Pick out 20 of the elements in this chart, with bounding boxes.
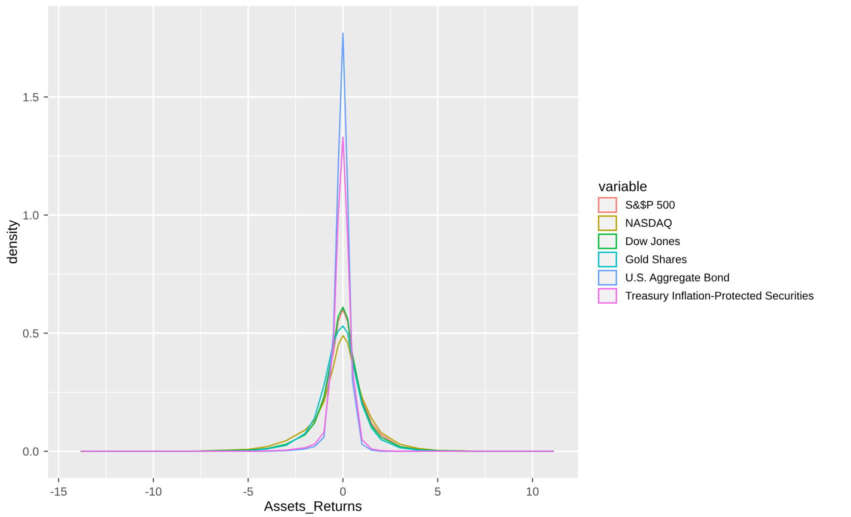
x-tick-label: -10 bbox=[145, 487, 162, 496]
legend-label: S&$P 500 bbox=[626, 200, 675, 210]
legend-title: variable bbox=[598, 181, 647, 192]
x-axis-title: Assets_Returns bbox=[264, 501, 362, 514]
x-tick-label: -15 bbox=[50, 487, 67, 496]
y-axis-title: density bbox=[6, 220, 20, 264]
y-tick-label: 1.5 bbox=[23, 93, 38, 102]
legend-label: Dow Jones bbox=[626, 237, 680, 246]
x-tick-label: 5 bbox=[434, 487, 441, 496]
legend-label: Gold Shares bbox=[626, 255, 687, 264]
legend-label: NASDAQ bbox=[626, 219, 672, 229]
line-series bbox=[80, 136, 554, 452]
legend-label: Treasury Inflation-Protected Securities bbox=[626, 291, 814, 302]
legend-label: U.S. Aggregate Bond bbox=[626, 273, 729, 284]
x-tick-label: 10 bbox=[526, 487, 539, 496]
y-tick-label: 0.0 bbox=[23, 447, 39, 456]
x-tick-label: 0 bbox=[340, 487, 346, 496]
y-tick-label: 0.5 bbox=[23, 329, 38, 338]
x-tick-label: -5 bbox=[243, 487, 253, 496]
y-tick-label: 1.0 bbox=[23, 211, 39, 220]
